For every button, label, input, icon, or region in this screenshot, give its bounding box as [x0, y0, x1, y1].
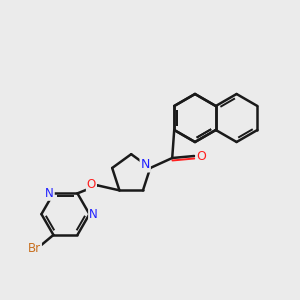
Text: Br: Br	[28, 242, 41, 255]
Text: N: N	[89, 208, 98, 220]
Text: O: O	[87, 178, 96, 191]
Text: N: N	[45, 187, 54, 200]
Text: O: O	[196, 149, 206, 163]
Text: N: N	[140, 158, 150, 172]
